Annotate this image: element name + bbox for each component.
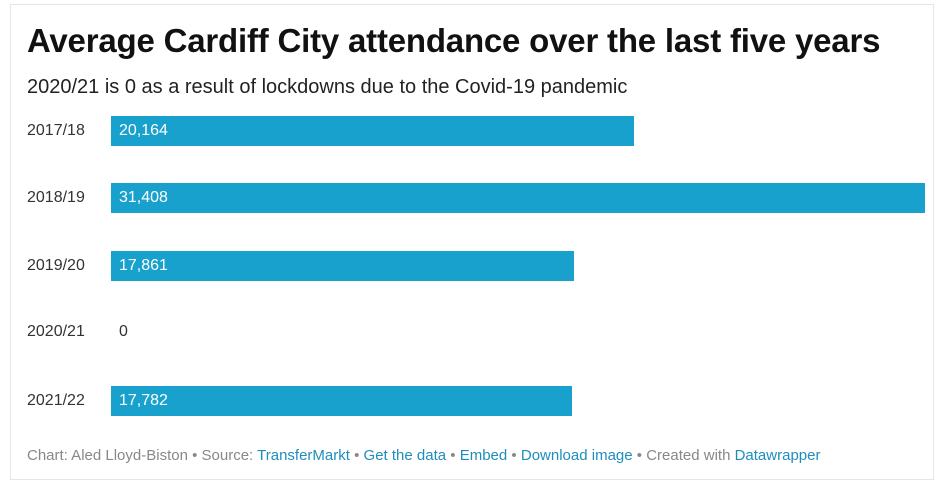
datawrapper-link[interactable]: Datawrapper [734,447,821,464]
category-label: 2018/19 [27,189,85,206]
category-label: 2019/20 [27,257,85,274]
source-prefix: Source: [201,447,254,464]
bar [111,251,574,281]
get-data-link[interactable]: Get the data [363,447,447,464]
value-label: 31,408 [119,189,168,206]
category-label: 2021/22 [27,392,85,409]
bar [111,116,634,146]
footer-separator: • [636,447,643,464]
chart-footer: Chart: Aled Lloyd-Biston • Source: Trans… [27,447,820,464]
footer-separator: • [450,447,456,464]
value-label: 17,861 [119,257,168,274]
bar [111,386,572,416]
bar [111,183,925,213]
source-link[interactable]: TransferMarkt [257,447,350,464]
created-with-text: Created with [646,447,731,464]
footer-separator: • [511,447,517,464]
value-label: 20,164 [119,122,168,139]
value-label: 17,782 [119,392,168,409]
chart-credit: Chart: Aled Lloyd-Biston [27,447,188,464]
footer-separator: • [354,447,360,464]
chart-subtitle: 2020/21 is 0 as a result of lockdowns du… [27,76,628,98]
footer-separator: • [192,447,198,464]
download-image-link[interactable]: Download image [520,447,633,464]
category-label: 2020/21 [27,323,85,340]
embed-link[interactable]: Embed [459,447,508,464]
chart-title: Average Cardiff City attendance over the… [27,22,881,59]
category-label: 2017/18 [27,122,85,139]
value-label: 0 [119,323,128,340]
